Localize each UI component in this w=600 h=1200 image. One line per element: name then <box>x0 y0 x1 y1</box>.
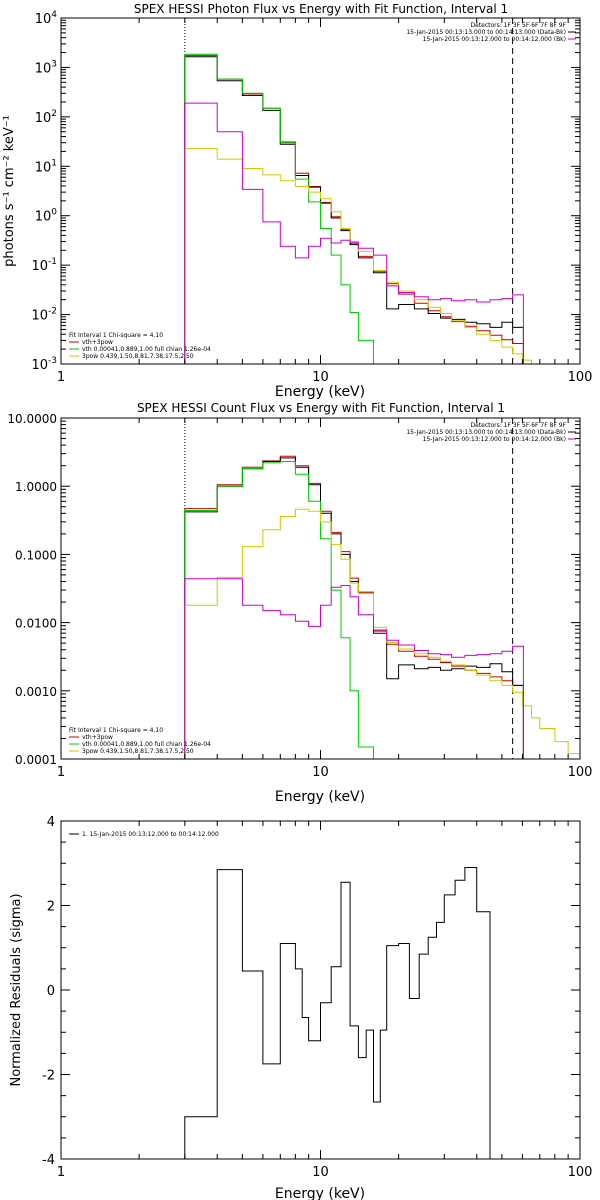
legend-entry: 1. 15-Jan-2015 00:13:12.000 to 00:14:12.… <box>82 831 219 838</box>
series-line-3 <box>184 147 532 364</box>
series-line-2 <box>184 53 374 364</box>
x-axis-label: Energy (keV) <box>275 1186 365 1200</box>
series-line-4 <box>184 578 524 759</box>
y-tick-base: 10 <box>35 111 52 126</box>
x-axis-label: Energy (keV) <box>275 384 365 400</box>
y-tick-label: 103 <box>35 59 57 76</box>
legend-entry: vth+3pow <box>82 734 113 741</box>
y-tick-label: 0.0001 <box>15 753 57 767</box>
y-tick-exponent: 0 <box>51 208 57 218</box>
legend-entry: vth 0.00041,0.889,1.00 full chian 1.26e-… <box>82 741 211 748</box>
photon-flux-panel: SPEX HESSI Photon Flux vs Energy with Fi… <box>2 2 593 400</box>
x-tick-label: 100 <box>568 1165 593 1180</box>
y-tick-label: 4 <box>47 815 55 830</box>
plot-frame <box>60 820 581 1160</box>
y-tick-base: 10 <box>31 259 48 274</box>
y-tick-label: -2 <box>42 1069 55 1084</box>
y-tick-label: 104 <box>35 10 58 27</box>
y-tick-label: 102 <box>35 109 57 126</box>
y-tick-exponent: -3 <box>48 356 57 366</box>
x-axis-label: Energy (keV) <box>275 789 365 805</box>
legend-entry: Detectors: 1F 3F 5F 6F 7F 8F 9F <box>470 22 566 29</box>
x-tick-label: 10 <box>312 1165 329 1180</box>
y-axis-label: photons s⁻¹ cm⁻² keV⁻¹ <box>2 115 17 267</box>
y-tick-base: 10 <box>31 358 48 373</box>
y-tick-exponent: -2 <box>48 307 57 317</box>
x-tick-label: 1 <box>57 765 65 780</box>
y-tick-label: 10.0000 <box>7 412 57 426</box>
legend-entry: 15-Jan-2015 00:13:12.000 to 00:14:12.000… <box>423 436 566 443</box>
legend-entry: 15-Jan-2015 00:13:13.000 to 00:14:13.000… <box>406 429 566 436</box>
y-tick-exponent: 4 <box>51 10 57 20</box>
legend-entry: 15-Jan-2015 00:13:13.000 to 00:14:13.000… <box>406 29 566 36</box>
y-tick-label: 100 <box>35 208 58 225</box>
series-line-1 <box>184 457 524 759</box>
y-tick-exponent: -1 <box>48 257 57 267</box>
legend-entry: 3pow 0.439,1.50,8.81,7.38,17.5,2.50 <box>82 353 194 360</box>
y-tick-label: 1.0000 <box>15 480 57 494</box>
y-tick-label: 0 <box>47 984 55 999</box>
residuals-panel: -4 -2 0 2 4 1 10 100 Energy (keV) Normalized R… <box>9 815 592 1200</box>
series-line-0 <box>184 867 491 1159</box>
y-tick-base: 10 <box>35 160 52 175</box>
legend-entry: Fit Interval 1 Chi-square = 4.10 <box>69 727 163 734</box>
series-line-4 <box>184 102 524 364</box>
x-tick-label: 10 <box>312 765 329 780</box>
x-tick-label: 100 <box>568 765 593 780</box>
series-line-3 <box>184 508 580 759</box>
chart-title: SPEX HESSI Photon Flux vs Energy with Fi… <box>134 2 508 16</box>
y-tick-exponent: 3 <box>51 59 57 69</box>
x-tick-label: 10 <box>312 370 329 385</box>
y-tick-exponent: 1 <box>51 158 57 168</box>
y-tick-label: 0.0100 <box>15 617 57 631</box>
count-flux-panel: SPEX HESSI Count Flux vs Energy with Fit… <box>7 401 592 805</box>
series-line-0 <box>184 455 524 759</box>
y-tick-base: 10 <box>35 12 52 27</box>
legend-entry: Fit Interval 1 Chi-square = 4.10 <box>69 332 163 339</box>
series-line-0 <box>184 54 524 364</box>
legend-entry: 3pow 0.439,1.50,8.81,7.38,17.5,2.50 <box>82 748 194 755</box>
x-tick-label: 1 <box>57 1165 65 1180</box>
y-tick-label: 0.0010 <box>15 685 57 699</box>
y-tick-exponent: 2 <box>51 109 57 119</box>
y-tick-label: 101 <box>35 158 57 175</box>
y-tick-base: 10 <box>31 309 48 324</box>
x-tick-label: 1 <box>57 370 65 385</box>
series-line-2 <box>184 461 389 759</box>
legend-entry: 15-Jan-2015 00:13:12.000 to 00:14:12.000… <box>423 36 566 43</box>
chart-title: SPEX HESSI Count Flux vs Energy with Fit… <box>137 401 505 415</box>
x-tick-label: 100 <box>568 370 593 385</box>
legend-entry: vth 0.00041,0.889,1.00 full chian 1.26e-… <box>82 346 211 353</box>
y-axis-label: Normalized Residuals (sigma) <box>9 893 24 1086</box>
y-tick-label: 10-3 <box>31 356 57 373</box>
y-tick-base: 10 <box>35 61 52 76</box>
legend-entry: vth+3pow <box>82 339 113 346</box>
y-tick-label: 10-1 <box>31 257 57 274</box>
y-tick-label: 0.1000 <box>15 548 57 562</box>
series-line-1 <box>184 56 524 364</box>
y-tick-label: 2 <box>47 900 55 915</box>
plot-frame <box>60 417 581 760</box>
legend-entry: Detectors: 1F 3F 5F 6F 7F 8F 9F <box>470 422 566 429</box>
y-tick-label: 10-2 <box>31 307 57 324</box>
y-tick-label: -4 <box>42 1153 55 1168</box>
y-tick-base: 10 <box>35 210 52 225</box>
